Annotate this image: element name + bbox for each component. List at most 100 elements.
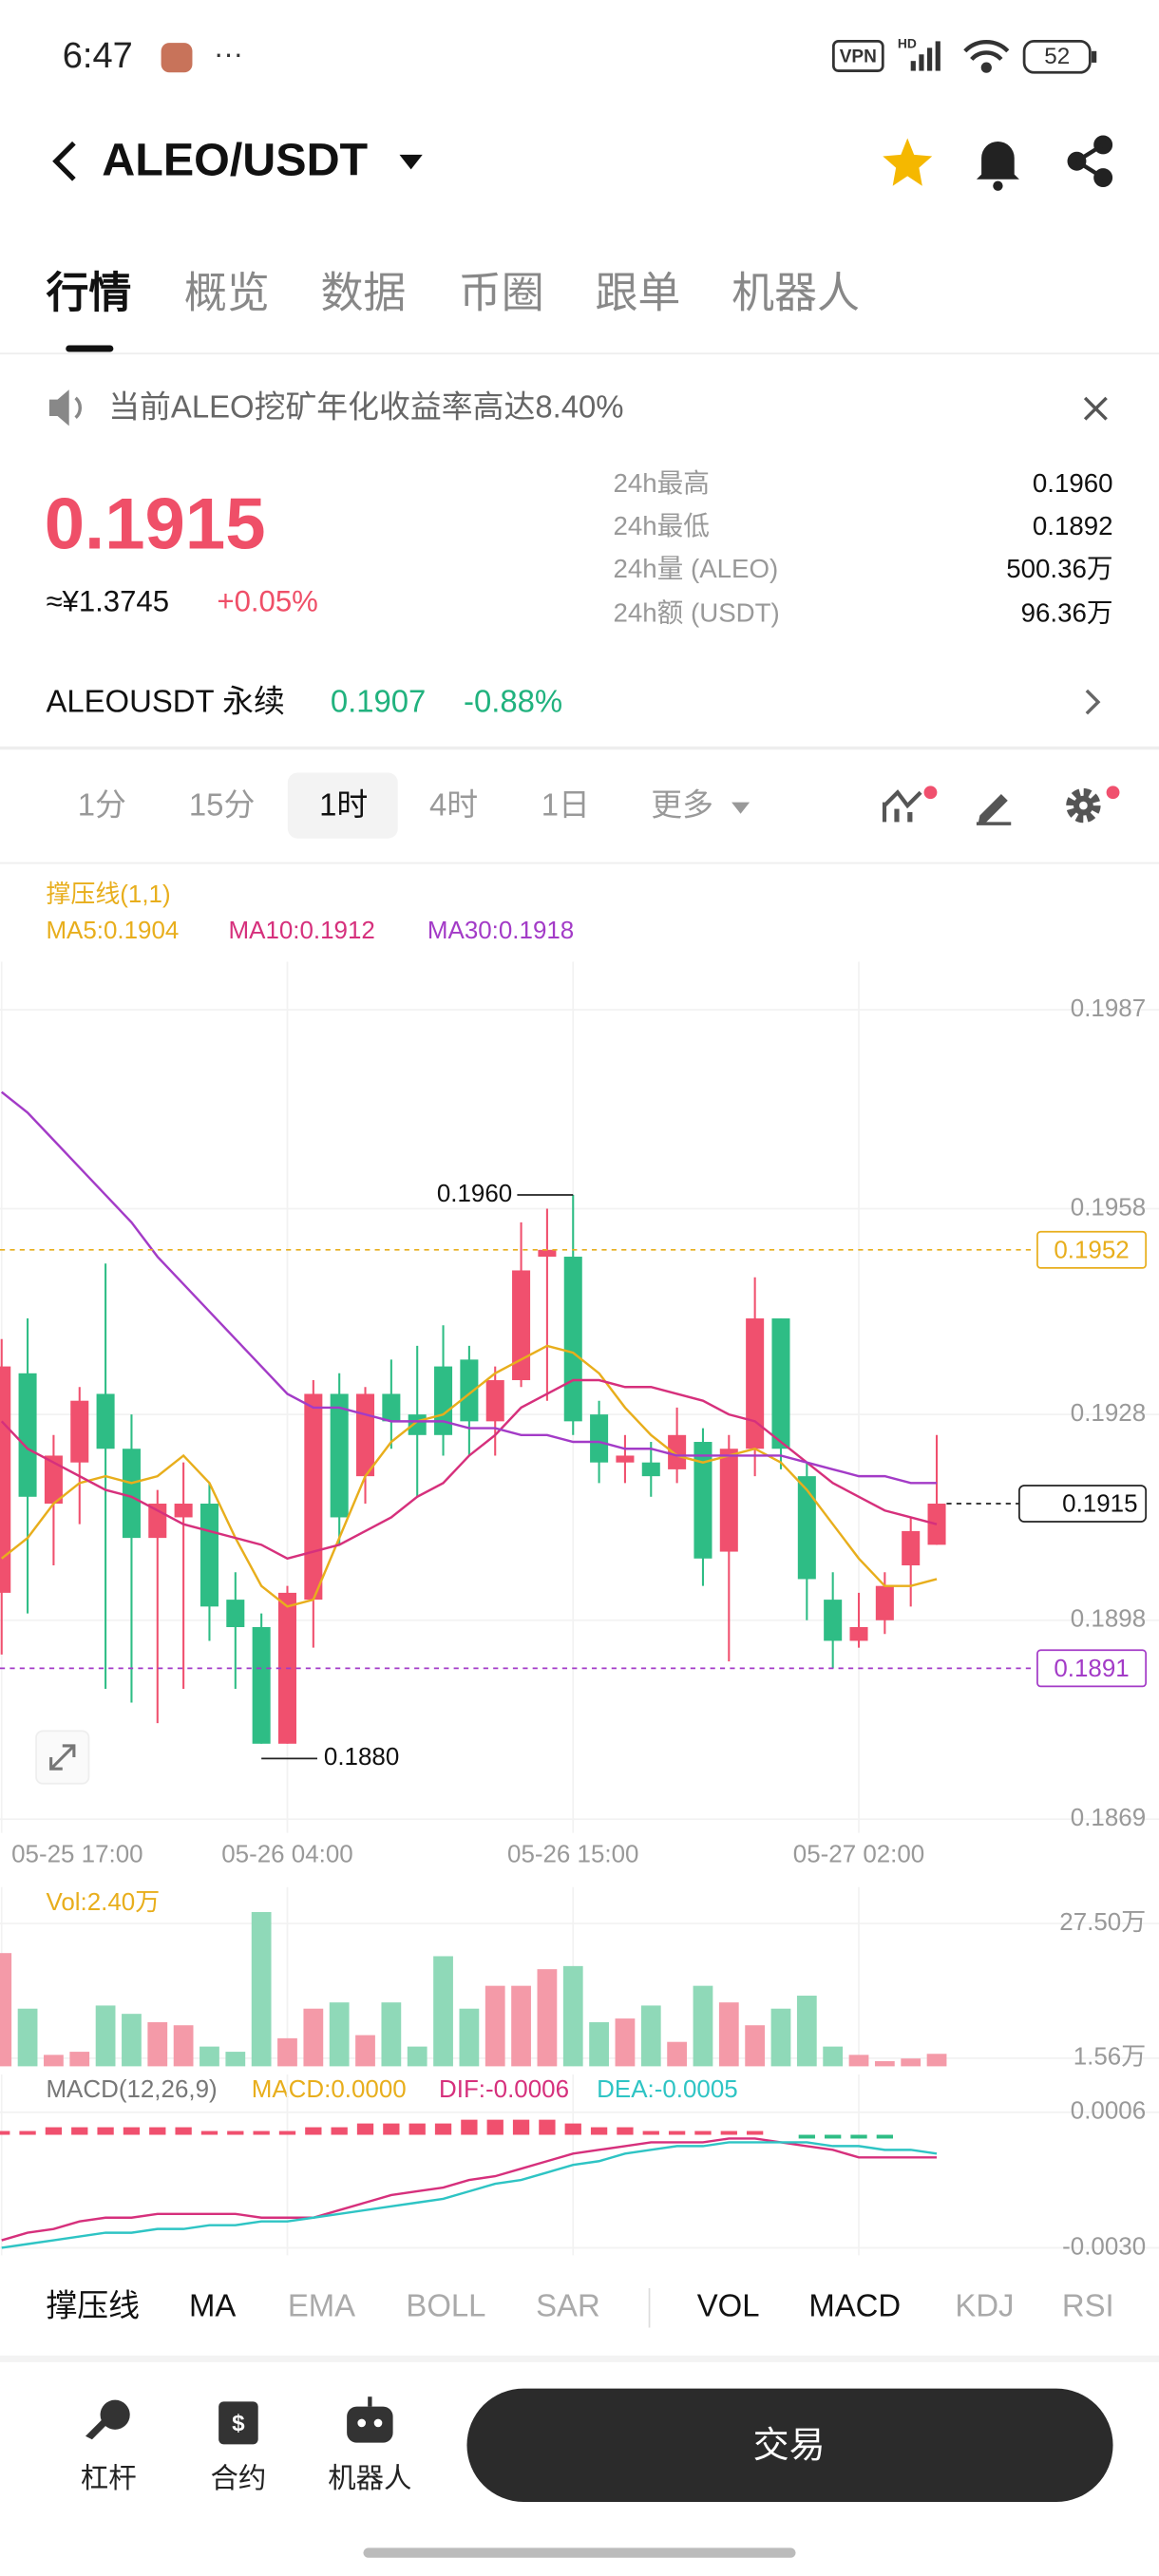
- macd-bar: [0, 2131, 10, 2135]
- macd-bar: [305, 2127, 322, 2135]
- candle-body: [902, 1530, 921, 1566]
- volume-bar: [484, 1985, 505, 2067]
- perpetual-row[interactable]: ALEOUSDT 永续 0.1907 -0.88%: [46, 683, 1101, 718]
- legend-entry: DIF:-0.0006: [439, 2076, 569, 2103]
- volume-bar: [147, 2021, 168, 2067]
- tab[interactable]: 概览: [184, 269, 270, 317]
- macd-bar: [642, 2131, 659, 2135]
- hd-label: HD: [898, 36, 917, 51]
- trade-button[interactable]: [466, 2388, 1113, 2502]
- nav-item[interactable]: 杠杆: [81, 2399, 137, 2495]
- volume-bar: [640, 2005, 661, 2067]
- candle-body: [512, 1270, 531, 1381]
- notice-text[interactable]: 当前ALEO挖矿年化收益率高达8.40%: [108, 389, 623, 425]
- volume-bar: [251, 1912, 272, 2067]
- volume-bar: [926, 2054, 947, 2067]
- candle-body: [44, 1455, 63, 1505]
- volume-bar: [407, 2046, 428, 2067]
- volume-bar: [770, 2008, 791, 2067]
- volume-bar: [329, 2002, 350, 2067]
- nav-label: 机器人: [328, 2463, 411, 2494]
- indicator-tab[interactable]: VOL: [697, 2287, 760, 2322]
- volume-bar: [381, 2002, 402, 2067]
- indicator-button[interactable]: [882, 786, 938, 823]
- indicator-tab[interactable]: SAR: [536, 2287, 600, 2322]
- tab[interactable]: 机器人: [732, 269, 860, 317]
- interval[interactable]: 1分: [78, 787, 126, 823]
- volume-bar: [901, 2058, 922, 2067]
- interval[interactable]: 15分: [189, 787, 255, 823]
- macd-bar: [331, 2127, 348, 2135]
- favorite-star[interactable]: [883, 138, 933, 186]
- home-indicator: [363, 2548, 796, 2558]
- y-tick-label: 0.1928: [1071, 1400, 1146, 1427]
- macd-bar: [253, 2131, 270, 2135]
- macd-bar: [720, 2131, 737, 2135]
- nav-item[interactable]: 机器人: [328, 2396, 411, 2494]
- battery-tip: [1092, 50, 1097, 63]
- nav-item[interactable]: $ 合约: [211, 2401, 267, 2494]
- macd-bar: [486, 2119, 504, 2135]
- stat-value: 0.1960: [1033, 468, 1113, 498]
- chart-title: MACD(12,26,9): [46, 2076, 217, 2103]
- draw-button[interactable]: [976, 793, 1012, 825]
- share-button[interactable]: [1067, 135, 1113, 187]
- pair-title[interactable]: ALEO/USDT: [102, 134, 368, 185]
- candle-body: [538, 1249, 557, 1258]
- cny-price: ≈¥1.3745: [46, 584, 169, 617]
- settings-button[interactable]: [1066, 786, 1120, 824]
- more-dropdown[interactable]: [732, 802, 750, 814]
- macd-bar: [71, 2127, 88, 2135]
- tab[interactable]: 数据: [320, 269, 406, 317]
- candle-body: [746, 1318, 765, 1449]
- chevron: [1085, 689, 1101, 715]
- legend-entry: MA5:0.1904: [46, 918, 179, 944]
- stat-value: 0.1892: [1033, 511, 1113, 540]
- notice-close[interactable]: [1083, 396, 1108, 421]
- interval[interactable]: 1日: [542, 787, 590, 823]
- indicator-tab[interactable]: BOLL: [406, 2287, 485, 2322]
- interval[interactable]: 4时: [429, 787, 478, 823]
- alert-bell[interactable]: [976, 141, 1019, 191]
- last-price-label: 0.1915: [1062, 1491, 1137, 1518]
- indicator-tab[interactable]: RSI: [1062, 2287, 1114, 2322]
- vpn-box: [831, 40, 884, 72]
- x-tick-label: 05-26 15:00: [507, 1842, 638, 1868]
- macd-bar: [617, 2127, 634, 2135]
- legend-entry: MA10:0.1912: [229, 918, 375, 944]
- pair-dropdown[interactable]: [399, 154, 423, 170]
- volume-bar: [459, 2008, 480, 2067]
- volume-bar: [433, 1956, 453, 2067]
- vpn-label: VPN: [840, 47, 877, 67]
- tab[interactable]: 币圈: [459, 269, 544, 317]
- macd-bar: [564, 2123, 581, 2135]
- expand-button[interactable]: [35, 1730, 90, 1785]
- macd-bar: [668, 2131, 686, 2135]
- candle-body: [694, 1442, 712, 1559]
- candle-body: [771, 1318, 790, 1449]
- indicator-tab[interactable]: KDJ: [955, 2287, 1014, 2322]
- interval[interactable]: 更多: [651, 787, 713, 823]
- candle-body: [226, 1600, 245, 1628]
- macd-bar: [694, 2131, 712, 2135]
- x-tick-label: 05-26 04:00: [221, 1842, 352, 1868]
- tab[interactable]: 行情: [46, 269, 131, 317]
- macd-bar: [798, 2134, 815, 2139]
- indicator-tab[interactable]: MA: [189, 2287, 236, 2322]
- stat-label: 24h最低: [613, 511, 710, 540]
- volume-bar: [718, 2002, 739, 2067]
- perp-price: 0.1907: [331, 683, 427, 718]
- legend-entry: MACD:0.0000: [252, 2076, 407, 2103]
- indicator-tab[interactable]: EMA: [288, 2287, 355, 2322]
- macd-bar: [434, 2123, 452, 2135]
- indicator-tab[interactable]: 撑压线: [46, 2287, 140, 2322]
- indicator-tab[interactable]: MACD: [808, 2287, 901, 2322]
- y-tick-label: 0.1987: [1071, 995, 1146, 1022]
- price-tag: [1036, 1649, 1148, 1688]
- volume-bar: [122, 2014, 142, 2067]
- back-button[interactable]: [52, 141, 76, 181]
- interval[interactable]: 1时: [319, 787, 368, 823]
- candle-body: [148, 1504, 167, 1539]
- legend-entry: DEA:-0.0005: [597, 2076, 738, 2103]
- tab[interactable]: 跟单: [595, 269, 680, 317]
